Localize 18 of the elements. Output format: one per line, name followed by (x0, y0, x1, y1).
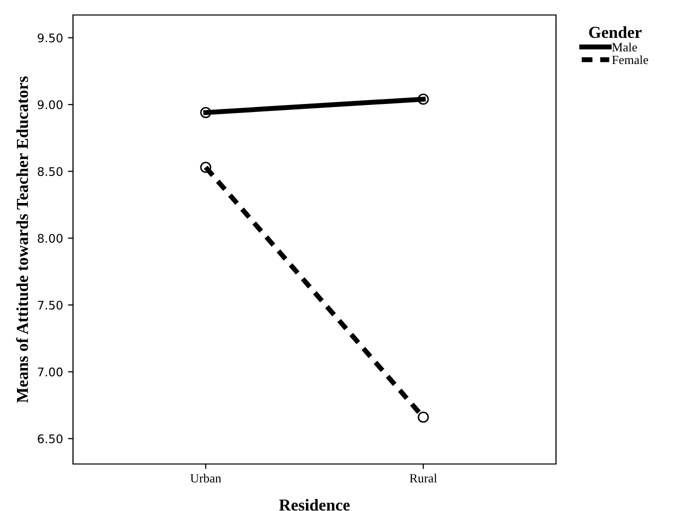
y-tick-label: 9.50 (38, 33, 62, 42)
point (200, 162, 212, 173)
point (418, 412, 429, 423)
y-tick-label: 8.00 (38, 234, 62, 243)
x-tick-label: Rural (410, 474, 437, 483)
y-tick-label: 8.50 (38, 167, 62, 176)
y-tick-label: 7.00 (38, 368, 62, 376)
y-tick-label: 7.50 (38, 300, 62, 310)
point (418, 94, 429, 105)
legend-label: Male (612, 42, 637, 52)
legend-label: Female (612, 55, 648, 64)
x-axis-title: Residence (279, 498, 350, 511)
y-tick-label: 9.00 (38, 100, 62, 110)
point (200, 106, 212, 118)
y-axis-title: Means of Attitude towards Teacher Educators (16, 76, 28, 403)
legend-title: Gender (589, 26, 642, 38)
x-tick-label: Urban (190, 474, 222, 483)
y-tick-label: 6.50 (38, 434, 62, 444)
